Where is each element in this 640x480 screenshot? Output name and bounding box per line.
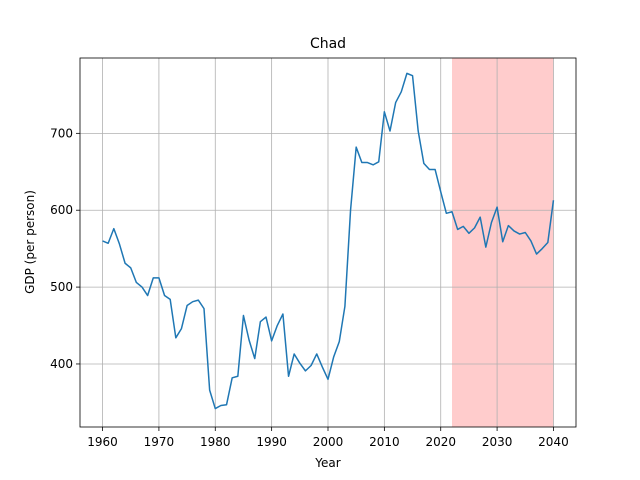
grid-layer (80, 58, 576, 427)
y-tick-label: 500 (50, 280, 73, 294)
chart-title: Chad (310, 36, 346, 52)
x-tick-label: 1960 (87, 435, 118, 449)
y-axis-label: GDP (per person) (23, 190, 37, 294)
x-tick-label: 1970 (144, 435, 175, 449)
series-line (102, 72, 555, 410)
x-tick-label: 2000 (313, 435, 344, 449)
y-tick-label: 400 (50, 357, 73, 371)
x-axis-label: Year (314, 456, 340, 470)
x-tick-label: 1980 (200, 435, 231, 449)
x-tick-label: 2040 (538, 435, 569, 449)
series-layer (102, 72, 555, 410)
x-tick-label: 2020 (425, 435, 456, 449)
shaded-region-layer (452, 58, 554, 427)
y-tick-label: 600 (50, 203, 73, 217)
x-tick-label: 2030 (482, 435, 513, 449)
x-axis-ticks: 1960 1970 1980 1990 2000 2010 2020 2030 2040 (87, 427, 569, 449)
x-tick-label: 1990 (256, 435, 287, 449)
x-tick-label: 2010 (369, 435, 400, 449)
y-axis-ticks: 400 500 600 700 (50, 126, 80, 371)
shaded-forecast-region (452, 58, 554, 427)
y-tick-label: 700 (50, 126, 73, 140)
